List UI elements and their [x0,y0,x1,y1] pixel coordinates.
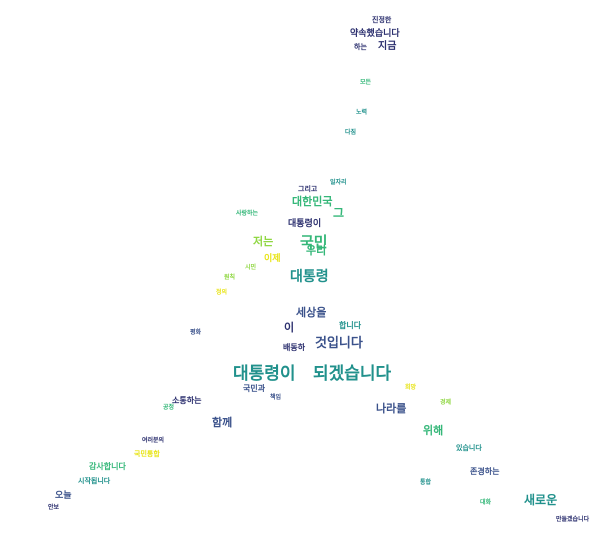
word: 하는 [354,43,367,51]
word: 나라를 [376,402,407,415]
word: 그리고 [298,185,318,193]
word: 배동하 [283,343,306,352]
word: 원칙 [224,274,236,281]
word: 새로운 [524,493,558,507]
word: 공정 [163,404,175,411]
word: 소통하는 [172,396,202,405]
word: 되겠습니다 [313,364,392,384]
word: 국민 [300,233,328,251]
word: 책임 [270,394,282,401]
word: 통합 [420,479,432,486]
word: 것입니다 [315,336,363,351]
word: 대통령 [290,269,329,285]
word: 노력 [356,109,368,116]
word: 세상을 [296,306,327,319]
word: 여러분의 [142,437,165,444]
word: 우리 [306,244,327,257]
word: 다짐 [345,129,357,136]
word: 안보 [48,504,60,511]
word: 지금 [378,41,397,52]
word: 모든 [360,79,372,86]
word: 대통령이 [233,364,296,384]
word: 대통령이 [288,219,322,229]
word: 대한민국 [292,195,333,208]
word: 존경하는 [470,467,500,476]
word: 사랑하는 [236,210,259,217]
word: 있습니다 [456,444,482,452]
word: 감사합니다 [89,462,126,471]
word: 위해 [423,424,444,437]
word: 이 [284,321,295,334]
word: 약속했습니다 [350,29,400,39]
word: 정의 [216,289,228,296]
word: 일자리 [330,179,347,186]
word: 국민통합 [134,450,160,458]
word: 만들겠습니다 [556,516,590,523]
word: 평화 [190,329,202,336]
word: 경제 [440,399,452,406]
word: 저는 [253,235,274,248]
word: 대화 [480,499,492,506]
word: 시작됩니다 [78,477,111,485]
word: 이제 [264,254,281,264]
word: 오늘 [55,491,72,501]
word: 국민과 [243,384,266,393]
word: 희망 [405,384,417,391]
word: 시민 [245,264,257,271]
word: 합니다 [339,321,362,330]
word: 진정한 [372,16,392,24]
word: 함께 [212,416,233,429]
word: 그 [333,206,345,220]
